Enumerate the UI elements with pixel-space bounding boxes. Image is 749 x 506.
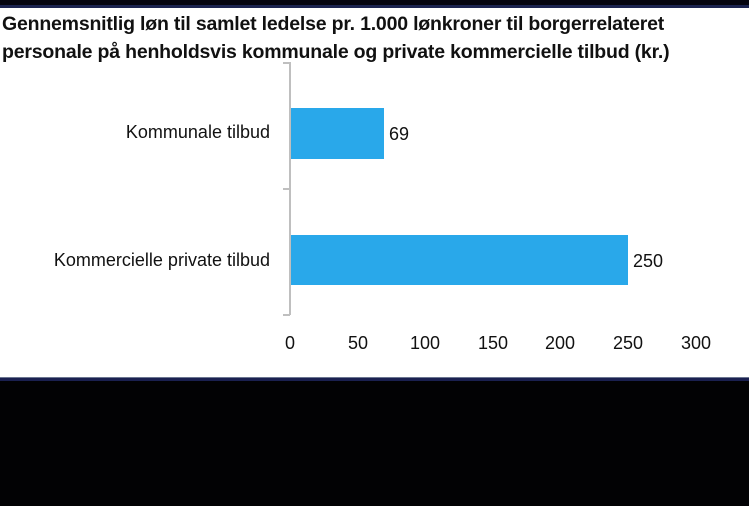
y-axis-tick	[283, 314, 290, 316]
x-tick-label: 150	[477, 333, 509, 353]
bar-kommercielle-private	[291, 235, 628, 285]
x-tick-label: 0	[284, 333, 296, 353]
chart-title-line-1: Gennemsnitlig løn til samlet ledelse pr.…	[2, 13, 665, 35]
chart-title: Gennemsnitlig løn til samlet ledelse pr.…	[2, 10, 747, 66]
bar-kommunale	[291, 108, 384, 159]
category-label-kommercielle-private: Kommercielle private tilbud	[53, 250, 270, 270]
top-frame-line	[0, 5, 749, 8]
chart-title-line-2: personale på henholdsvis kommunale og pr…	[2, 41, 670, 63]
x-tick-label: 300	[680, 333, 712, 353]
x-tick-label: 100	[409, 333, 441, 353]
value-label-kommercielle-private: 250	[633, 251, 664, 271]
value-label-kommunale: 69	[389, 124, 410, 144]
bottom-black-area	[0, 381, 749, 506]
y-axis-tick	[283, 188, 290, 190]
x-tick-label: 50	[347, 333, 369, 353]
y-axis-line	[289, 62, 291, 315]
y-axis-tick	[283, 62, 290, 64]
top-frame-band	[0, 0, 749, 6]
bottom-frame-line-light	[0, 377, 749, 378]
x-tick-label: 250	[612, 333, 644, 353]
x-tick-label: 200	[544, 333, 576, 353]
chart-panel: Gennemsnitlig løn til samlet ledelse pr.…	[0, 8, 749, 377]
bottom-frame-line	[0, 378, 749, 381]
category-label-kommunale: Kommunale tilbud	[125, 122, 270, 142]
